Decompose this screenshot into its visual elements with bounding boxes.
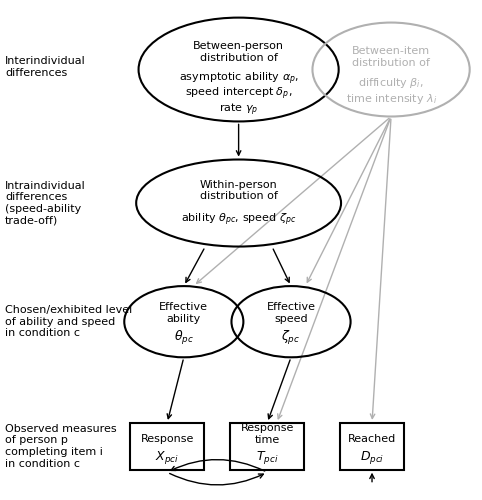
Bar [230, 423, 304, 470]
Text: Between-person
distribution of: Between-person distribution of [193, 42, 284, 63]
Text: difficulty $\beta_i$,: difficulty $\beta_i$, [358, 76, 424, 90]
Text: ability $\theta_{pc}$, speed $\zeta_{pc}$: ability $\theta_{pc}$, speed $\zeta_{pc}… [181, 211, 296, 228]
Text: Interindividual
differences: Interindividual differences [5, 56, 86, 78]
Text: time intensity $\lambda_i$: time intensity $\lambda_i$ [346, 92, 437, 106]
Text: Intraindividual
differences
(speed-ability
trade-off): Intraindividual differences (speed-abili… [5, 180, 86, 226]
Text: $D_{pci}$: $D_{pci}$ [360, 448, 384, 466]
Bar [340, 423, 404, 470]
Text: rate $\gamma_p$: rate $\gamma_p$ [219, 102, 258, 118]
Text: speed intercept $\delta_p$,: speed intercept $\delta_p$, [185, 86, 292, 102]
Text: Effective
ability: Effective ability [160, 302, 208, 324]
Bar [130, 423, 204, 470]
Text: $T_{pci}$: $T_{pci}$ [256, 448, 279, 466]
Text: $\theta_{pc}$: $\theta_{pc}$ [174, 329, 194, 347]
Text: Observed measures
of person p
completing item i
in condition c: Observed measures of person p completing… [5, 424, 117, 469]
Text: Chosen/exhibited level
of ability and speed
in condition c: Chosen/exhibited level of ability and sp… [5, 305, 133, 338]
Text: Within-person
distribution of: Within-person distribution of [200, 180, 278, 202]
Text: Reached: Reached [348, 434, 396, 444]
Text: Response: Response [140, 434, 194, 444]
Text: $\zeta_{pc}$: $\zeta_{pc}$ [281, 329, 301, 347]
Text: Effective
speed: Effective speed [267, 302, 316, 324]
Text: $X_{pci}$: $X_{pci}$ [155, 448, 179, 466]
Text: asymptotic ability $\alpha_p$,: asymptotic ability $\alpha_p$, [179, 70, 298, 86]
Text: Between-item
distribution of: Between-item distribution of [352, 46, 430, 68]
Text: Response
time: Response time [241, 423, 294, 444]
